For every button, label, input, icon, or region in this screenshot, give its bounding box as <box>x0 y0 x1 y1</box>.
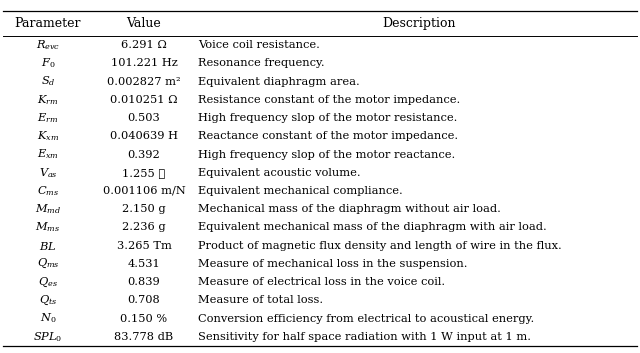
Text: 0.150 %: 0.150 % <box>120 313 168 324</box>
Text: $F_0$: $F_0$ <box>41 56 55 70</box>
Text: 0.040639 H: 0.040639 H <box>110 131 178 141</box>
Text: 0.010251 Ω: 0.010251 Ω <box>110 95 178 105</box>
Text: Equivalent diaphragm area.: Equivalent diaphragm area. <box>198 77 360 86</box>
Text: 0.001106 m/N: 0.001106 m/N <box>102 186 186 196</box>
Text: Measure of total loss.: Measure of total loss. <box>198 295 324 305</box>
Text: 1.255 ℓ: 1.255 ℓ <box>122 168 166 178</box>
Text: $N_0$: $N_0$ <box>40 312 56 325</box>
Text: 2.150 g: 2.150 g <box>122 204 166 214</box>
Text: Reactance constant of the motor impedance.: Reactance constant of the motor impedanc… <box>198 131 458 141</box>
Text: $S_d$: $S_d$ <box>41 75 55 89</box>
Text: $Q_{ts}$: $Q_{ts}$ <box>39 294 57 307</box>
Text: $M_{md}$: $M_{md}$ <box>35 202 61 216</box>
Text: Voice coil resistance.: Voice coil resistance. <box>198 40 320 50</box>
Text: $E_{xm}$: $E_{xm}$ <box>37 148 59 161</box>
Text: $C_{ms}$: $C_{ms}$ <box>37 184 59 198</box>
Text: 0.392: 0.392 <box>127 150 161 160</box>
Text: 0.708: 0.708 <box>127 295 161 305</box>
Text: Measure of electrical loss in the voice coil.: Measure of electrical loss in the voice … <box>198 277 445 287</box>
Text: $V_{as}$: $V_{as}$ <box>38 166 58 180</box>
Text: $M_{ms}$: $M_{ms}$ <box>35 221 61 234</box>
Text: $SPL_0$: $SPL_0$ <box>33 330 63 344</box>
Text: High frequency slop of the motor resistance.: High frequency slop of the motor resista… <box>198 113 458 123</box>
Text: $R_{evc}$: $R_{evc}$ <box>36 38 60 52</box>
Text: Measure of mechanical loss in the suspension.: Measure of mechanical loss in the suspen… <box>198 259 468 269</box>
Text: Conversion efficiency from electrical to acoustical energy.: Conversion efficiency from electrical to… <box>198 313 534 324</box>
Text: 83.778 dB: 83.778 dB <box>115 332 173 342</box>
Text: Mechanical mass of the diaphragm without air load.: Mechanical mass of the diaphragm without… <box>198 204 501 214</box>
Text: Resonance frequency.: Resonance frequency. <box>198 58 325 68</box>
Text: 4.531: 4.531 <box>127 259 161 269</box>
Text: Parameter: Parameter <box>15 17 81 30</box>
Text: Equivalent mechanical compliance.: Equivalent mechanical compliance. <box>198 186 403 196</box>
Text: Product of magnetic flux density and length of wire in the flux.: Product of magnetic flux density and len… <box>198 241 562 251</box>
Text: 3.265 Tm: 3.265 Tm <box>116 241 172 251</box>
Text: 2.236 g: 2.236 g <box>122 222 166 232</box>
Text: $K_{xm}$: $K_{xm}$ <box>37 130 59 143</box>
Text: $BL$: $BL$ <box>39 240 57 252</box>
Text: Equivalent acoustic volume.: Equivalent acoustic volume. <box>198 168 361 178</box>
Text: 6.291 Ω: 6.291 Ω <box>121 40 167 50</box>
Text: $Q_{ms}$: $Q_{ms}$ <box>36 257 60 270</box>
Text: $E_{rm}$: $E_{rm}$ <box>37 111 59 125</box>
Text: Resistance constant of the motor impedance.: Resistance constant of the motor impedan… <box>198 95 461 105</box>
Text: Description: Description <box>383 17 456 30</box>
Text: Equivalent mechanical mass of the diaphragm with air load.: Equivalent mechanical mass of the diaphr… <box>198 222 547 232</box>
Text: Sensitivity for half space radiation with 1 W input at 1 m.: Sensitivity for half space radiation wit… <box>198 332 531 342</box>
Text: 0.839: 0.839 <box>127 277 161 287</box>
Text: 0.503: 0.503 <box>127 113 161 123</box>
Text: Value: Value <box>127 17 161 30</box>
Text: High frequency slop of the motor reactance.: High frequency slop of the motor reactan… <box>198 150 456 160</box>
Text: 101.221 Hz: 101.221 Hz <box>111 58 177 68</box>
Text: $K_{rm}$: $K_{rm}$ <box>37 93 59 107</box>
Text: $Q_{es}$: $Q_{es}$ <box>38 276 58 289</box>
Text: 0.002827 m²: 0.002827 m² <box>107 77 181 86</box>
